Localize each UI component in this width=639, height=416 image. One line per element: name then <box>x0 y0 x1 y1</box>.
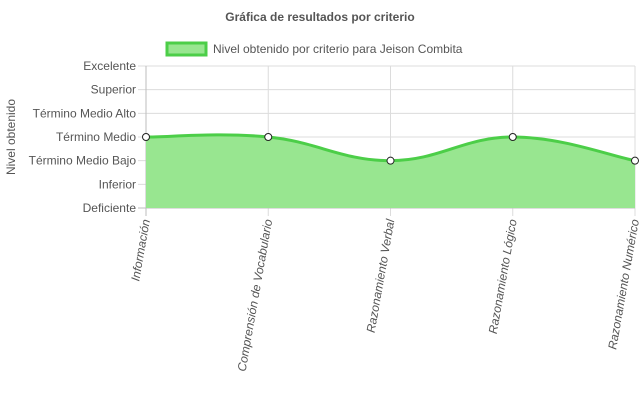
legend-swatch <box>165 41 208 57</box>
x-tick-label: Información <box>128 218 153 282</box>
y-axis-ticks: Deficiente Inferior Término Medio Bajo Térm… <box>29 59 137 215</box>
data-point[interactable] <box>142 133 150 141</box>
data-point[interactable] <box>631 156 639 165</box>
data-point[interactable] <box>386 156 395 165</box>
y-tick-label: Superior <box>91 83 136 97</box>
y-tick-label: Deficiente <box>83 201 137 215</box>
x-tick-label: Razonamiento Lógico <box>486 218 520 335</box>
x-tick-label: Comprensión de Vocabulario <box>235 218 276 373</box>
y-axis-title: Nivel obtenido <box>4 99 18 175</box>
y-tick-label: Excelente <box>83 59 136 73</box>
y-tick-label: Término Medio Bajo <box>29 154 137 168</box>
data-point[interactable] <box>508 133 517 141</box>
y-tick-label: Inferior <box>99 177 136 191</box>
data-point[interactable] <box>264 133 273 141</box>
chart-title: Gráfica de resultados por criterio <box>225 10 414 24</box>
x-tick-label: Razonamiento Numérico <box>605 218 639 351</box>
series-area <box>146 134 635 208</box>
legend-label: Nivel obtenido por criterio para Jeison … <box>213 42 463 56</box>
legend[interactable]: Nivel obtenido por criterio para Jeison … <box>165 41 463 57</box>
x-axis-ticks: Información Comprensión de Vocabulario Raz… <box>128 218 639 373</box>
y-tick-label: Término Medio Alto <box>33 106 137 120</box>
y-tick-label: Término Medio <box>56 130 136 144</box>
x-tick-label: Razonamiento Verbal <box>364 218 398 334</box>
data-points <box>142 133 639 165</box>
